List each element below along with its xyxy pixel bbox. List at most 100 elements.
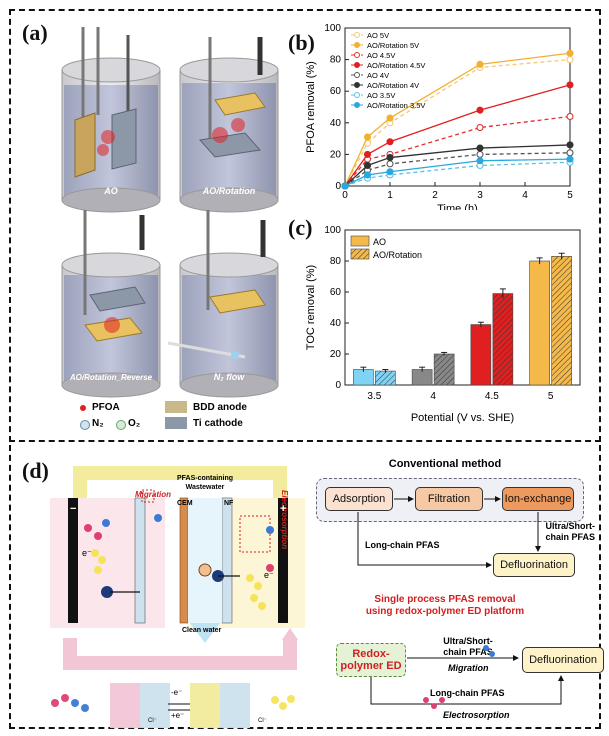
cathode-bar bbox=[68, 498, 78, 623]
y-tick-label: 0 bbox=[335, 380, 341, 391]
electron-right: e⁻ bbox=[264, 570, 274, 580]
nf-label: NF bbox=[224, 500, 234, 507]
x-tick-label: 4 bbox=[430, 391, 436, 402]
wastewater-label: PFAS-containing Wastewater bbox=[177, 475, 233, 491]
legend-label: AO/Rotation 4V bbox=[367, 81, 419, 90]
reactor-label-n2: N₂ flow bbox=[214, 372, 245, 382]
x-axis-label: Time (h) bbox=[437, 203, 478, 210]
redox-plus-label: +e⁻ bbox=[171, 711, 185, 720]
data-point bbox=[363, 150, 372, 158]
y-tick-label: 40 bbox=[330, 118, 342, 129]
legend-label: AO 3.5V bbox=[367, 91, 395, 100]
series-line bbox=[344, 144, 571, 187]
legend-marker bbox=[354, 32, 360, 38]
chart-pfoa-removal: 0 1 2 3 4 5 0 20 40 60 80 100 Time (h) PFOA removal (… bbox=[305, 23, 574, 210]
defluorination-box-2: Defluorination bbox=[522, 647, 604, 673]
reactor-reverse bbox=[61, 210, 161, 398]
data-point bbox=[476, 157, 484, 165]
data-point bbox=[566, 49, 574, 57]
data-point bbox=[566, 56, 574, 64]
panel-frame-top bbox=[9, 9, 601, 442]
legend-ti: Ti cathode bbox=[193, 418, 243, 429]
legend-label: AO 4.5V bbox=[367, 51, 395, 60]
long-chain-label: Long-chain PFAS bbox=[365, 540, 440, 550]
bar bbox=[470, 324, 492, 386]
reactor-ao-rotation bbox=[179, 37, 279, 213]
chloride-label-right: Cl⁻ bbox=[258, 718, 267, 724]
data-point bbox=[386, 160, 394, 168]
data-point bbox=[363, 161, 372, 170]
series-line bbox=[344, 158, 571, 187]
series-line bbox=[344, 161, 571, 187]
y-tick-label: 80 bbox=[330, 55, 342, 66]
data-point bbox=[566, 155, 574, 163]
panel-a-legend: PFOA N₂ O₂ BDD anode Ti cathode bbox=[80, 401, 290, 433]
migration-label: Migration bbox=[135, 490, 171, 499]
redox-minus-label: -e⁻ bbox=[171, 688, 183, 697]
x-tick-label: 3.5 bbox=[367, 391, 381, 402]
reactor-label-reverse: AO/Rotation_Reverse bbox=[69, 373, 153, 382]
data-point bbox=[566, 81, 574, 89]
migration-label-2: Migration bbox=[448, 663, 489, 673]
ti-cathode-swatch bbox=[165, 417, 187, 429]
bar bbox=[551, 256, 572, 386]
y-tick-label: 100 bbox=[324, 23, 341, 34]
bar bbox=[529, 260, 550, 386]
y-tick-label: 20 bbox=[330, 349, 342, 360]
legend-label: AO/Rotation 3.5V bbox=[367, 101, 425, 110]
x-tick-label: 2 bbox=[432, 190, 438, 201]
legend-marker bbox=[354, 42, 360, 48]
y-tick-label: 100 bbox=[324, 225, 341, 236]
clean-water-label: Clean water bbox=[182, 627, 222, 634]
filtration-box: Filtration bbox=[415, 487, 483, 511]
y-tick-label: 60 bbox=[330, 86, 342, 97]
legend-marker bbox=[354, 52, 360, 58]
x-tick-label: 4.5 bbox=[485, 391, 499, 402]
reactor-ao bbox=[61, 27, 161, 213]
electrosorption-label-2: Electrosorption bbox=[443, 710, 510, 720]
y-tick-label: 40 bbox=[330, 318, 342, 329]
y-tick-label: 80 bbox=[330, 256, 342, 267]
y-tick-label: 60 bbox=[330, 287, 342, 298]
plus-terminal: + bbox=[280, 503, 287, 515]
chart-toc-removal: 0 20 40 60 80 100 3.5 4 4.5 5 Potential (V vs. SHE… bbox=[305, 225, 581, 424]
legend-o2: O₂ bbox=[128, 418, 141, 429]
y-tick-label: 0 bbox=[335, 181, 341, 192]
bar bbox=[353, 369, 374, 386]
bdd-anode-swatch bbox=[165, 401, 187, 413]
bar bbox=[411, 369, 433, 386]
cem-label: CEM bbox=[177, 500, 193, 507]
ultra-short-label-2: Ultra/Short-chain PFAS bbox=[443, 636, 493, 657]
legend-marker bbox=[354, 102, 360, 108]
legend-marker bbox=[354, 62, 360, 68]
chloride-label-left: Cl⁻ bbox=[148, 718, 157, 724]
panel-label-b: (b) bbox=[288, 30, 315, 55]
reactor-illustrations: AO AO/Rotation AO/Rotation_Reverse N₂ fl… bbox=[61, 27, 279, 398]
bar bbox=[492, 293, 514, 386]
o2-icon bbox=[116, 420, 126, 430]
defluorination-box: Defluorination bbox=[493, 553, 575, 577]
data-point bbox=[386, 114, 394, 122]
legend-marker bbox=[354, 82, 360, 88]
x-tick-label: 3 bbox=[477, 190, 483, 201]
long-chain-label-2: Long-chain PFAS bbox=[430, 688, 505, 698]
legend-bdd: BDD anode bbox=[193, 402, 247, 413]
electron-left: e⁻ bbox=[82, 548, 92, 558]
panel-label-c: (c) bbox=[288, 215, 313, 240]
y-tick-label: 20 bbox=[330, 149, 342, 160]
legend-marker bbox=[354, 92, 360, 98]
x-tick-label: 5 bbox=[548, 391, 554, 402]
flow-arrows bbox=[357, 496, 564, 709]
data-point bbox=[386, 138, 394, 146]
y-axis-label: TOC removal (%) bbox=[305, 265, 317, 350]
data-point bbox=[476, 60, 484, 68]
anode-bar bbox=[278, 498, 288, 623]
x-tick-label: 5 bbox=[567, 190, 573, 201]
legend-n2: N₂ bbox=[92, 418, 104, 429]
panel-frame-bottom bbox=[9, 445, 601, 729]
data-point bbox=[476, 123, 484, 132]
redox-ed-box: Redox-polymer ED bbox=[336, 643, 406, 677]
minus-terminal: − bbox=[70, 503, 77, 515]
data-point bbox=[363, 171, 372, 179]
legend-label: AO bbox=[373, 237, 386, 247]
